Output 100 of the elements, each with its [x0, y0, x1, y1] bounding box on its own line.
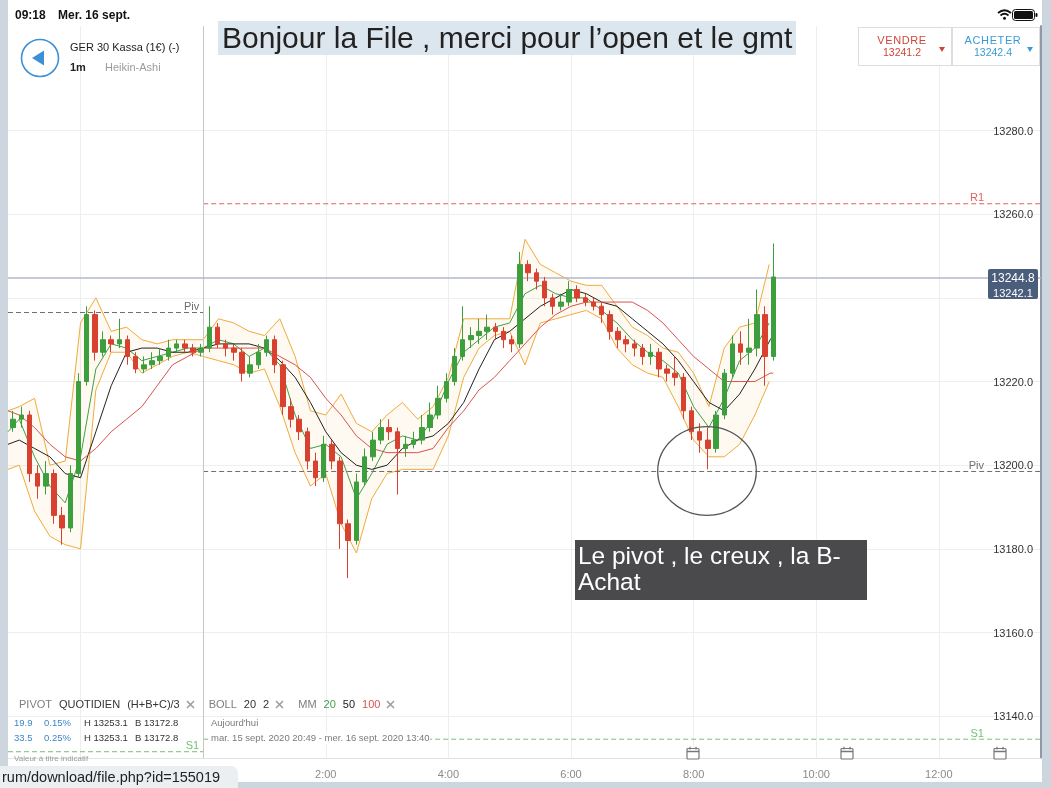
annotation: Valeur à titre indicatif	[14, 754, 89, 764]
y-tick-label: 13260.0	[993, 208, 1033, 221]
annotation: 0.15%	[44, 717, 71, 729]
x-tick-label: 4:00	[437, 767, 460, 780]
candlestick	[141, 355, 147, 374]
candlestick	[35, 464, 40, 500]
candlestick	[664, 364, 670, 383]
text: 20	[323, 698, 336, 710]
candlestick	[738, 330, 743, 366]
candlestick	[10, 410, 16, 433]
candlestick	[166, 339, 171, 362]
annotation: BOLL 20 2	[208, 698, 270, 710]
candlestick	[517, 251, 523, 349]
candlestick	[681, 372, 686, 420]
candlestick	[337, 456, 343, 550]
annotation: VENDRE	[876, 34, 928, 46]
candlestick	[411, 431, 416, 449]
candlestick	[722, 368, 727, 420]
candlestick	[591, 297, 596, 311]
line-series	[7, 301, 774, 462]
candlestick	[100, 330, 106, 357]
candlestick	[329, 439, 335, 470]
y-tick-label: 13180.0	[993, 542, 1033, 555]
series-label: Piv	[968, 458, 985, 471]
chart-title: Bonjour la File , merci pour l’open et le gmt	[218, 21, 797, 55]
candlestick	[59, 506, 65, 546]
candlestick	[656, 347, 662, 378]
candlestick	[345, 519, 351, 579]
candlestick	[362, 447, 367, 487]
y-tick-label: 13200.0	[993, 459, 1033, 472]
candlestick	[558, 293, 564, 311]
candlestick	[215, 322, 220, 349]
annotation: B 13172.8	[135, 732, 179, 744]
candlestick	[117, 318, 122, 349]
candlestick	[419, 414, 425, 445]
candlestick	[403, 435, 408, 458]
x-tick-label: 8:00	[682, 767, 705, 780]
annotation: mar. 15 sept. 2020 20:49 - mer. 16 sept. 2020 13:40	[211, 732, 430, 744]
candlestick	[550, 293, 555, 316]
y-tick-label: 13280.0	[993, 124, 1033, 137]
candlestick	[648, 343, 653, 366]
text: 50	[342, 698, 356, 710]
candlestick	[542, 276, 547, 307]
annotation: 13242.1	[988, 286, 1038, 299]
annotation: ACHETER	[963, 34, 1023, 46]
text: rum/download/file.php?id=155019	[2, 768, 221, 786]
price-button: VENDRE 13241.2	[858, 27, 952, 66]
candlestick	[272, 335, 277, 374]
annotation: B 13172.8	[135, 717, 179, 729]
candlestick	[157, 347, 163, 366]
candlestick	[223, 339, 228, 357]
candlestick	[762, 305, 768, 387]
candlestick	[247, 355, 253, 378]
ref-line-label: 13244.8	[988, 268, 1038, 287]
candlestick	[68, 464, 73, 533]
candlestick	[51, 468, 57, 525]
series-label: S1	[970, 726, 984, 739]
candlestick	[354, 473, 359, 546]
candlestick	[689, 406, 694, 441]
candlestick	[76, 372, 81, 479]
candlestick	[501, 326, 506, 349]
candlestick	[672, 355, 678, 387]
candlestick	[207, 305, 212, 353]
x-tick-label: 10:00	[802, 767, 830, 780]
candlestick	[771, 243, 776, 362]
annotation: PIVOT QUOTIDIEN (H+B+C)/3	[19, 698, 180, 710]
candlestick	[386, 418, 392, 441]
candlestick	[599, 301, 604, 324]
candlestick	[754, 289, 760, 357]
candlestick	[525, 259, 531, 282]
candlestick	[623, 335, 629, 353]
candlestick	[574, 284, 580, 303]
candlestick	[607, 309, 613, 341]
candlestick	[182, 339, 188, 353]
candlestick	[108, 335, 114, 353]
price-button: ACHETER 13242.4	[952, 27, 1040, 66]
candlestick	[313, 452, 318, 487]
candlestick	[296, 414, 302, 441]
candlestick	[174, 339, 179, 353]
candlestick	[256, 343, 261, 370]
candlestick	[444, 372, 449, 403]
x-tick-label: 12:00	[925, 767, 953, 780]
candlestick	[583, 293, 588, 307]
annotation: Heikin-Ashi	[105, 60, 161, 74]
candlestick	[27, 410, 32, 483]
annotation: H 13253.1	[84, 732, 128, 744]
annotation: Aujourd'hui	[211, 717, 259, 729]
candlestick	[476, 318, 482, 345]
candlestick	[705, 427, 711, 470]
text: 100	[362, 698, 381, 710]
annotation: 1m	[70, 60, 86, 74]
candlestick	[378, 418, 384, 445]
candlestick	[43, 460, 49, 495]
candlestick	[395, 427, 400, 495]
series-label: R1	[969, 191, 984, 204]
candlestick	[239, 347, 245, 383]
candlestick	[321, 435, 326, 483]
candlestick	[198, 343, 204, 357]
annotation: 33.5	[14, 732, 33, 744]
candlestick	[370, 431, 376, 462]
